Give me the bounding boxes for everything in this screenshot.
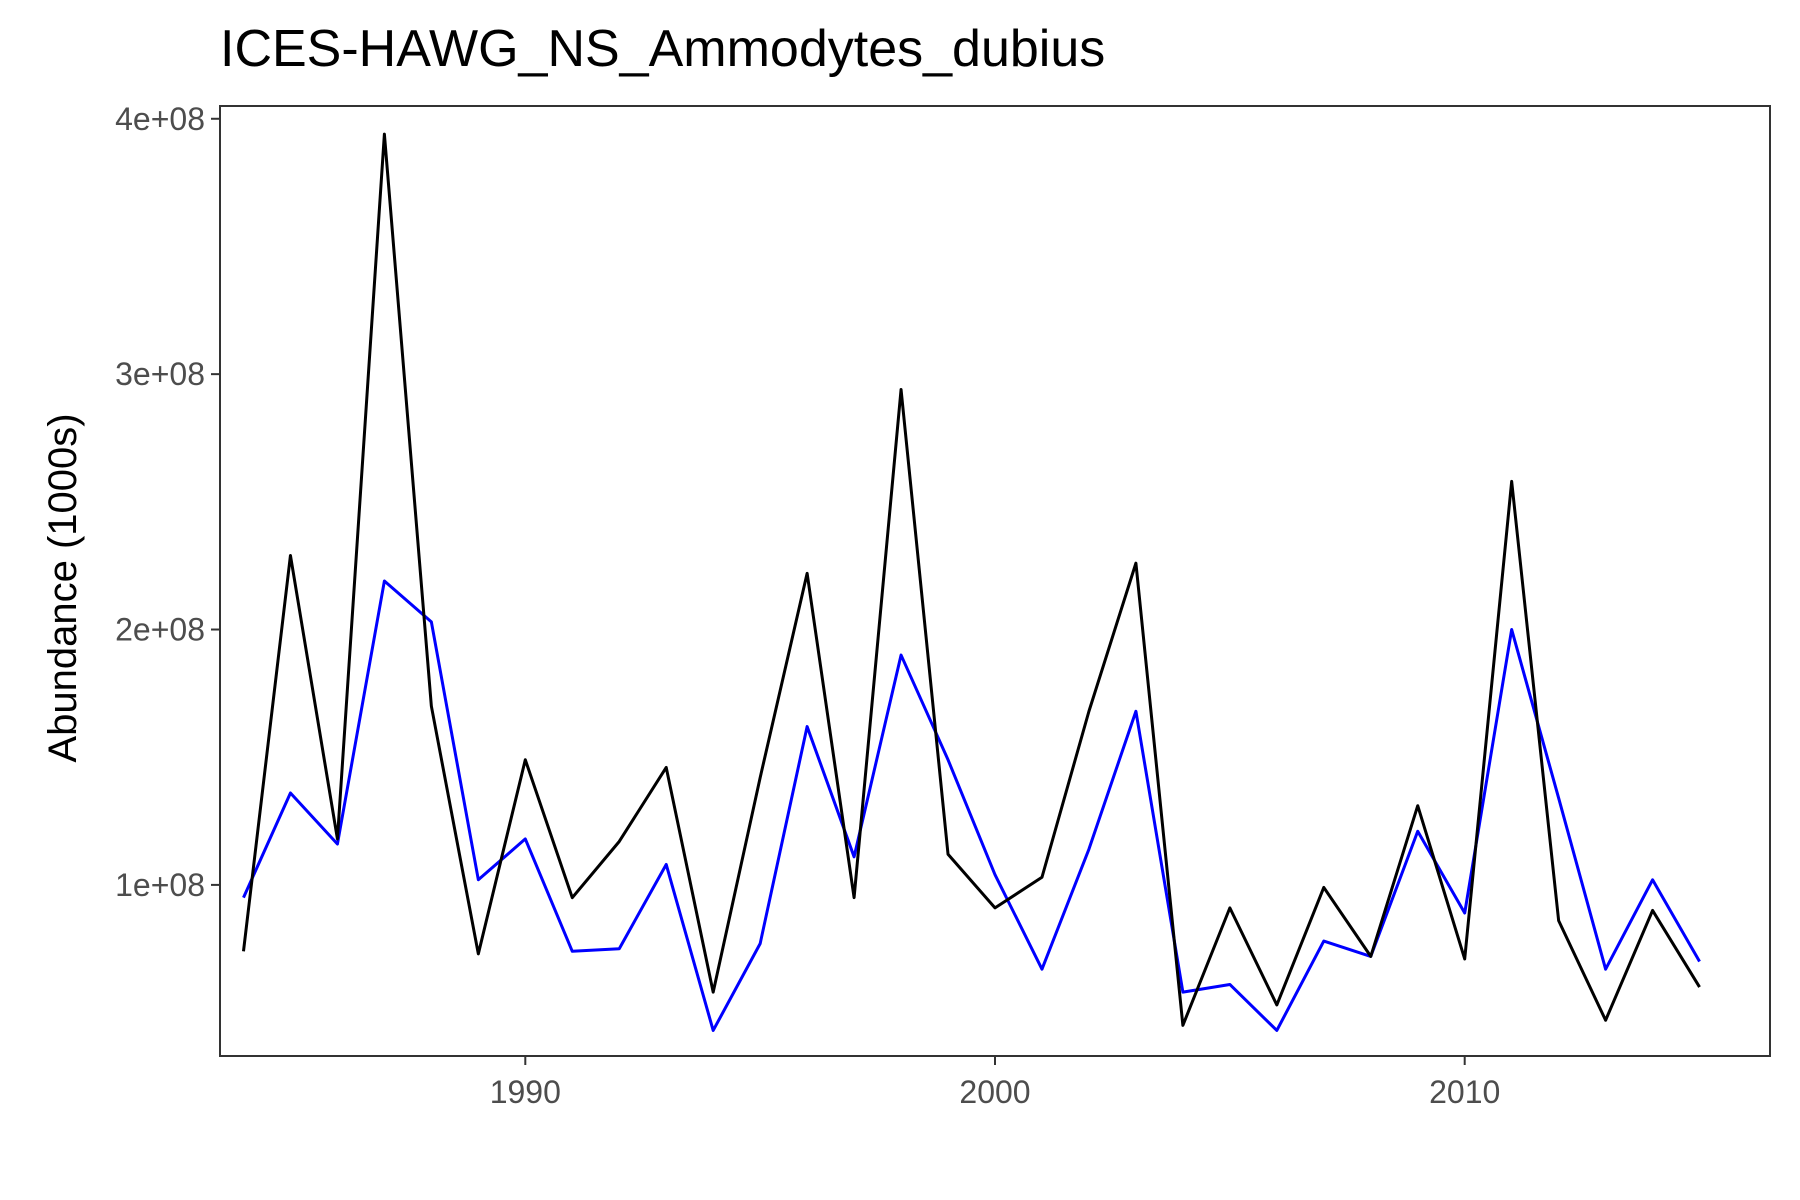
y-axis-label: Abundance (1000s) <box>41 413 85 762</box>
plot-panel <box>219 105 1771 1057</box>
x-axis: 1990 2000 2010 <box>490 1056 1500 1110</box>
series-layer <box>241 132 1701 1032</box>
y-tick-label: 4e+08 <box>115 101 205 137</box>
chart-title: ICES-HAWG_NS_Ammodytes_dubius <box>220 20 1105 78</box>
x-tick-label: 1990 <box>490 1074 561 1110</box>
x-tick-label: 2010 <box>1429 1074 1500 1110</box>
y-tick-label: 2e+08 <box>115 612 205 648</box>
y-axis: 1e+08 2e+08 3e+08 4e+08 <box>115 101 220 903</box>
x-tick-label: 2000 <box>959 1074 1030 1110</box>
series-line-2 <box>241 132 1701 1027</box>
y-tick-label: 1e+08 <box>115 867 205 903</box>
y-tick-label: 3e+08 <box>115 356 205 392</box>
series-line-1 <box>242 579 1701 1032</box>
